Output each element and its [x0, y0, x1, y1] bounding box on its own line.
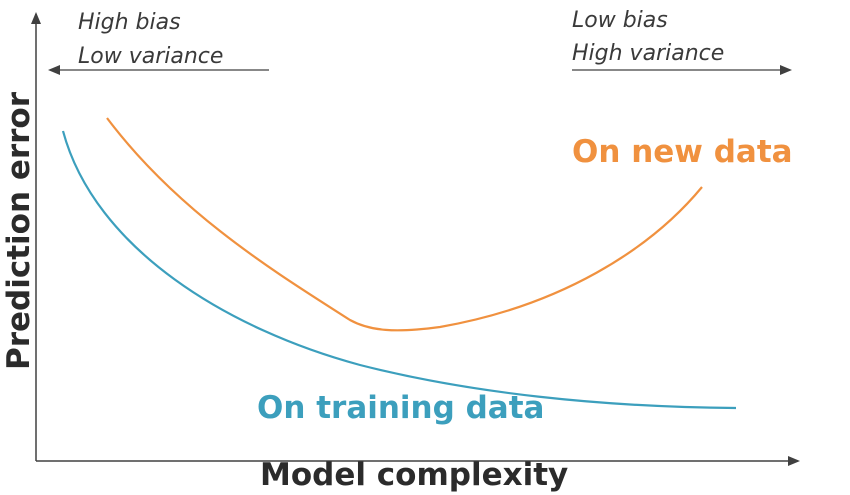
training-data-label: On training data: [257, 390, 544, 426]
x-axis-title: Model complexity: [260, 457, 568, 493]
left-annotation-line2: Low variance: [78, 44, 223, 69]
training-data-curve: [61, 130, 737, 410]
new-data-curve: [106, 117, 703, 332]
right-annotation-line2: High variance: [572, 41, 724, 66]
new-data-label: On new data: [572, 134, 793, 170]
left-annotation-line1: High bias: [78, 10, 181, 35]
y-axis-title: Prediction error: [1, 91, 37, 370]
right-annotation-line1: Low bias: [572, 8, 668, 33]
